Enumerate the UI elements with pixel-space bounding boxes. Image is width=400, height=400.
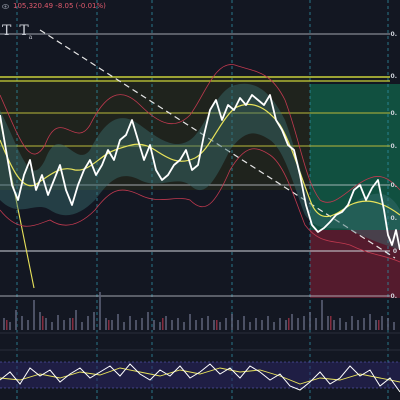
text-tool-button[interactable]: T — [2, 23, 12, 39]
upper-band-line — [0, 64, 400, 203]
volume-bars — [3, 292, 395, 330]
price-axis-label: 0. — [390, 143, 397, 150]
price-axis-label: 0. — [390, 215, 397, 222]
text-note-tool-button[interactable]: Ta — [19, 23, 33, 41]
price-axis-label: 0. — [390, 110, 397, 117]
price-axis-label: 0. — [390, 182, 397, 189]
volume-bars-red — [6, 316, 380, 330]
trend-line-dashed[interactable] — [39, 29, 396, 259]
highlight-region — [0, 78, 310, 190]
stop-loss-zone[interactable] — [310, 230, 400, 298]
price-axis-label: 0. — [390, 31, 397, 38]
price-change-readout: 105,320.49 -8.05 (-0.01%) — [13, 2, 106, 10]
drawing-toolbar: T Ta — [2, 24, 32, 45]
oscillator-line — [0, 363, 400, 393]
symbol-header: 105,320.49 -8.05 (-0.01%) — [0, 0, 106, 12]
bollinger-band-fill — [0, 83, 400, 250]
lower-band-line — [0, 148, 400, 263]
eye-icon[interactable] — [2, 3, 9, 10]
oscillator-band — [0, 362, 400, 388]
price-line — [0, 94, 400, 251]
oscillator-signal-line — [0, 367, 400, 385]
price-axis-label: 0. — [390, 293, 397, 300]
price-axis-label: 0 — [392, 248, 397, 255]
price-axis-label: 0. — [390, 73, 397, 80]
